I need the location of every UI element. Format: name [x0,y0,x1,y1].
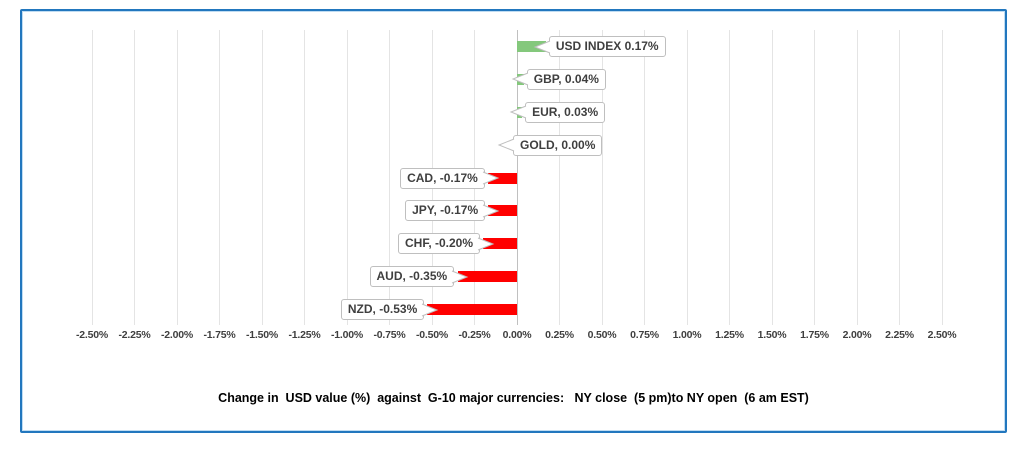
plot-area: -2.50% -2.25% -2.00% -1.75% -1.50% -1.25% -1.0… [22,11,1005,431]
gridline [729,30,730,325]
x-axis-tick-label: -1.75% [203,329,236,341]
bar-jpy [488,205,517,217]
gridline [814,30,815,325]
data-label-nzd: NZD, -0.53% [340,299,439,320]
chart-title: Change in USD value (%) against G-10 maj… [218,391,809,405]
callout-pointer [452,270,469,284]
bar-chf [483,238,517,250]
callout-pointer [422,303,439,316]
callout-pointer [509,105,527,119]
bar-nzd [426,304,517,315]
x-axis-tick-label: -0.75% [373,329,406,341]
callout-pointer [477,237,495,251]
x-axis-tick-label: 0.25% [545,329,574,341]
chart-frame: -2.50% -2.25% -2.00% -1.75% -1.50% -1.25% -1.0… [20,9,1007,433]
data-label-cad: CAD, -0.17% [400,167,500,189]
x-axis-tick-label: 1.00% [672,329,702,341]
gridline [346,30,348,325]
data-label-eur: EUR, 0.03% [509,101,606,123]
bar-cad [488,172,517,184]
data-label-gold: GOLD, 0.00% [497,134,603,156]
gridline [559,30,560,325]
x-axis-tick-label: -1.25% [288,329,321,341]
data-label-gbp: GBP, 0.04% [511,68,606,90]
gridline [686,30,688,325]
x-axis-tick-label: 2.00% [842,329,872,341]
x-axis-tick-label: 2.25% [885,329,914,341]
gridline [644,30,645,325]
x-axis-tick-label: 1.25% [715,329,744,341]
x-axis-tick-label: 0.00% [502,329,532,341]
x-axis-tick-label: -2.50% [75,329,109,341]
x-axis-tick-label: -2.25% [118,329,151,341]
gridline [261,30,263,325]
x-axis-tick-label: -1.00% [330,329,364,341]
x-axis-tick-label: -0.50% [415,329,449,341]
callout-pointer [497,138,515,152]
x-axis-tick-label: 1.75% [800,329,829,341]
gridline [899,30,900,325]
data-label-jpy: JPY, -0.17% [405,200,500,222]
gridline [176,30,178,325]
gridline [134,30,135,325]
gridline [389,30,390,325]
x-axis-tick-label: -2.00% [160,329,194,341]
data-label-aud: AUD, -0.35% [369,266,469,288]
gridline [771,30,773,325]
zero-gridline [516,30,518,325]
x-axis-tick-label: -0.25% [458,329,491,341]
gridline [219,30,220,325]
gridline [601,30,603,325]
x-axis-tick-label: 0.50% [587,329,617,341]
bar-usd-index [517,41,546,52]
data-label-chf: CHF, -0.20% [398,233,495,255]
x-axis-tick-label: -1.50% [245,329,279,341]
gridline [856,30,858,325]
callout-pointer [533,40,551,53]
gridline [941,30,943,325]
x-axis-tick-label: 0.75% [630,329,659,341]
gridline [91,30,93,325]
bar-aud [457,271,517,283]
x-axis-tick-label: 2.50% [927,329,957,341]
callout-pointer [482,171,500,185]
data-label-usd-index: USD INDEX 0.17% [533,36,666,57]
gridline [304,30,305,325]
callout-pointer [511,72,528,86]
callout-pointer [482,204,500,218]
x-axis-tick-label: 1.50% [757,329,787,341]
